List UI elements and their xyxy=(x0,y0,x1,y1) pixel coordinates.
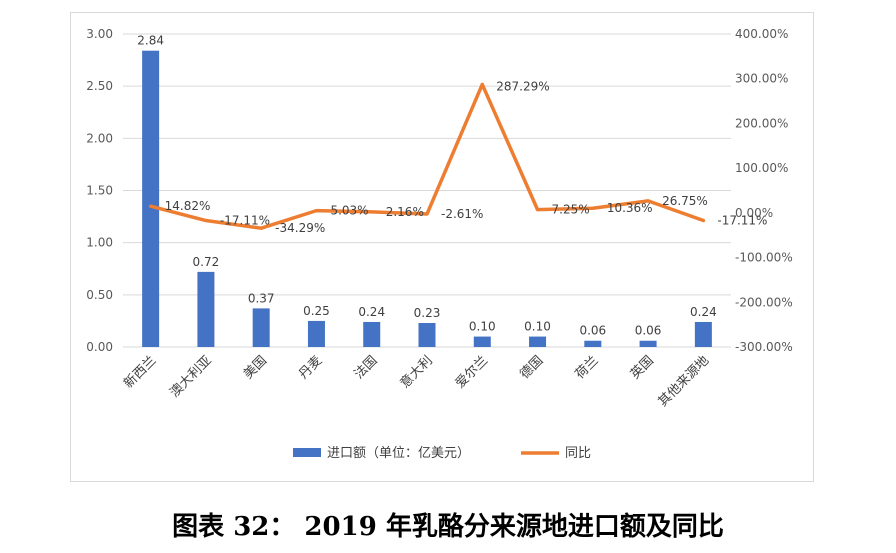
bar-data-label: 0.25 xyxy=(303,304,330,318)
chart-frame: 0.00 0.50 1.00 1.50 2.00 2.50 3.00 -300.00% -200… xyxy=(70,12,814,482)
bar-data-label: 0.06 xyxy=(579,324,606,338)
left-axis-tick-label: 1.50 xyxy=(86,184,113,198)
line-point xyxy=(259,226,263,230)
category-label: 其他来源地 xyxy=(656,353,713,410)
category-label: 澳大利亚 xyxy=(167,353,215,401)
category-label: 意大利 xyxy=(397,353,436,392)
bar-data-label: 0.10 xyxy=(524,320,551,334)
line-data-label: 7.25% xyxy=(552,203,590,217)
category-label: 英国 xyxy=(628,353,657,382)
right-axis-tick-label: -100.00% xyxy=(735,251,793,265)
line-data-label: -17.11% xyxy=(717,214,767,228)
left-axis-tick-label: 2.00 xyxy=(86,131,113,145)
line-point xyxy=(701,219,705,223)
bar xyxy=(142,50,160,348)
bar xyxy=(418,323,436,347)
right-axis-tick-label: 200.00% xyxy=(735,116,788,130)
line-point xyxy=(149,204,153,208)
bar-data-label: 0.24 xyxy=(690,305,717,319)
line-data-label: 2.16% xyxy=(386,205,424,219)
legend-swatch-bar xyxy=(293,448,321,457)
category-label: 新西兰 xyxy=(121,353,160,392)
bar-data-label: 0.37 xyxy=(248,291,275,305)
bar xyxy=(197,271,215,347)
category-label: 法国 xyxy=(352,353,381,382)
line-point xyxy=(591,206,595,210)
category-label: 丹麦 xyxy=(296,353,325,382)
bar-data-label: 2.84 xyxy=(137,34,164,48)
line-point xyxy=(425,212,429,216)
bar xyxy=(473,336,491,347)
bar-data-label: 0.72 xyxy=(193,255,220,269)
category-label: 德国 xyxy=(517,353,546,382)
legend-label-bar: 进口额（单位：亿美元） xyxy=(327,446,470,461)
bar-data-label: 0.23 xyxy=(414,306,441,320)
line-point xyxy=(370,210,374,214)
bar-data-label: 0.24 xyxy=(358,305,385,319)
category-label: 荷兰 xyxy=(573,353,602,382)
combo-chart: 0.00 0.50 1.00 1.50 2.00 2.50 3.00 -300.00% -200… xyxy=(86,27,793,461)
line-data-label: 10.36% xyxy=(607,201,653,215)
bar xyxy=(639,340,657,347)
line-data-label: -2.61% xyxy=(441,207,483,221)
left-axis-tick-label: 3.00 xyxy=(86,27,113,41)
category-label: 美国 xyxy=(241,353,270,382)
bar-data-label: 0.10 xyxy=(469,320,496,334)
left-axis-tick-label: 0.50 xyxy=(86,288,113,302)
bar-data-label: 0.06 xyxy=(635,324,662,338)
line-point xyxy=(480,82,484,86)
bar xyxy=(584,340,602,347)
line-data-label: 5.03% xyxy=(330,204,368,218)
line-point xyxy=(536,208,540,212)
left-axis-tick-label: 1.00 xyxy=(86,236,113,250)
right-axis-tick-label: 0.00% xyxy=(735,206,773,220)
figure-caption: 图表 32： 2019 年乳酪分来源地进口额及同比 xyxy=(172,512,724,542)
line-data-label: -17.11% xyxy=(220,214,270,228)
right-axis-tick-label: 400.00% xyxy=(735,27,788,41)
right-axis-tick-label: 300.00% xyxy=(735,72,788,86)
bar xyxy=(529,336,547,347)
line-data-label: 26.75% xyxy=(662,194,708,208)
bar xyxy=(694,321,712,347)
right-axis-tick-label: 100.00% xyxy=(735,161,788,175)
line-data-label: 14.82% xyxy=(165,199,211,213)
category-label: 爱尔兰 xyxy=(453,353,491,391)
left-axis-tick-label: 0.00 xyxy=(86,340,113,354)
right-axis-tick-label: -300.00% xyxy=(735,340,793,354)
left-axis-tick-label: 2.50 xyxy=(86,79,113,93)
line-point xyxy=(204,219,208,223)
line-data-label: -34.29% xyxy=(275,221,325,235)
bar xyxy=(252,308,270,347)
line-point xyxy=(646,199,650,203)
line-point xyxy=(314,209,318,213)
legend-label-line: 同比 xyxy=(565,446,591,461)
line-data-label: 287.29% xyxy=(496,79,549,93)
bar xyxy=(363,321,381,347)
right-axis-tick-label: -200.00% xyxy=(735,295,793,309)
bar xyxy=(307,320,325,347)
